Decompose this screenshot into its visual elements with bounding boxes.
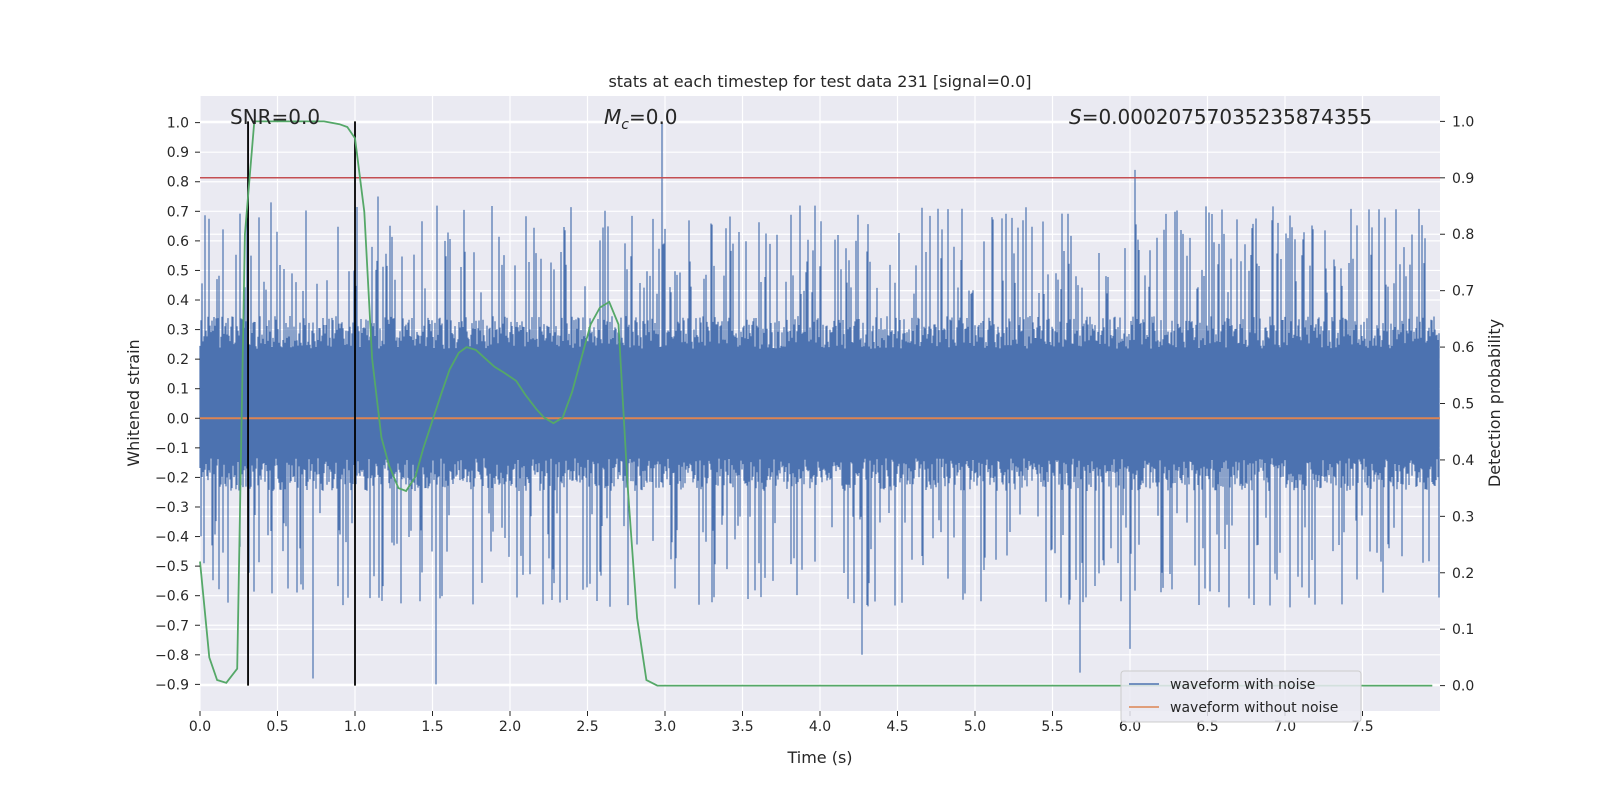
right-tick-label: 0.3 <box>1452 509 1474 525</box>
x-tick-label: 5.0 <box>964 719 986 735</box>
x-axis-ticks: 0.0 0.5 1.0 1.5 2.0 2.5 3.0 3.5 4.0 4.5 5.0 5.5 6.0 6… <box>189 711 1374 735</box>
chirp-mass-symbol: M <box>604 105 621 129</box>
right-tick-label: 0.1 <box>1452 622 1474 638</box>
right-axis-ticks: 1.0 0.9 0.8 0.7 0.6 0.5 0.4 0.3 0.2 0.1 0.0 <box>1440 114 1474 695</box>
chirp-mass-subscript: c <box>621 117 629 133</box>
x-axis-label: Time (s) <box>786 748 852 767</box>
x-tick-label: 0.0 <box>189 719 211 735</box>
left-tick-label: −0.9 <box>155 677 189 693</box>
left-tick-label: −0.5 <box>155 559 189 575</box>
detection-probability-line <box>199 120 1433 687</box>
x-tick-label: 6.5 <box>1196 719 1218 735</box>
score-value: =0.00020757035235874355 <box>1082 105 1372 129</box>
x-tick-label: 3.5 <box>731 719 753 735</box>
noise-waveform-series <box>199 122 1440 685</box>
score-symbol: S <box>1069 105 1082 129</box>
x-tick-label: 0.5 <box>266 719 288 735</box>
legend: waveform with noise waveform without noi… <box>1120 670 1362 723</box>
left-tick-label: 0.5 <box>167 263 189 279</box>
x-tick-label: 2.0 <box>499 719 521 735</box>
left-tick-label: −0.4 <box>155 530 189 546</box>
right-tick-label: 1.0 <box>1452 114 1474 130</box>
left-axis-ticks: 1.0 0.9 0.8 0.7 0.6 0.5 0.4 0.3 0.2 0.1 0.0 −0.1 −0.… <box>155 116 200 693</box>
left-tick-label: 1.0 <box>167 116 189 132</box>
right-axis-label: Detection probability <box>1485 319 1504 487</box>
score-annotation: S=0.00020757035235874355 <box>1069 105 1372 129</box>
left-tick-label: 0.0 <box>167 411 189 427</box>
x-tick-label: 6.0 <box>1119 719 1141 735</box>
right-tick-label: 0.8 <box>1452 227 1474 243</box>
right-tick-label: 0.2 <box>1452 566 1474 582</box>
x-tick-label: 5.5 <box>1041 719 1063 735</box>
chirp-mass-annotation: Mc=0.0 <box>604 105 678 133</box>
chart-title: stats at each timestep for test data 231… <box>608 72 1031 91</box>
right-tick-label: 0.5 <box>1452 397 1474 413</box>
x-tick-label: 4.5 <box>886 719 908 735</box>
x-tick-label: 7.5 <box>1351 719 1373 735</box>
left-tick-label: −0.7 <box>155 618 189 634</box>
left-tick-label: 0.1 <box>167 382 189 398</box>
legend-box <box>1120 670 1362 723</box>
chirp-mass-value: =0.0 <box>629 105 678 129</box>
x-tick-label: 1.0 <box>344 719 366 735</box>
waveform-with-noise-line <box>199 122 1440 685</box>
right-tick-label: 0.6 <box>1452 340 1474 356</box>
left-tick-label: 0.8 <box>167 175 189 191</box>
x-tick-label: 1.5 <box>421 719 443 735</box>
snr-annotation: SNR=0.0 <box>230 105 320 129</box>
left-tick-label: −0.2 <box>155 470 189 486</box>
x-tick-label: 4.0 <box>809 719 831 735</box>
left-tick-label: 0.7 <box>167 204 189 220</box>
left-axis-label: Whitened strain <box>124 339 143 466</box>
left-tick-label: −0.3 <box>155 500 189 516</box>
legend-label-noise: waveform with noise <box>1170 677 1315 693</box>
right-tick-label: 0.7 <box>1452 284 1474 300</box>
left-tick-label: 0.9 <box>167 145 189 161</box>
right-tick-label: 0.0 <box>1452 679 1474 695</box>
left-tick-label: −0.8 <box>155 648 189 664</box>
x-tick-label: 3.0 <box>654 719 676 735</box>
left-tick-label: 0.4 <box>167 293 189 309</box>
right-tick-label: 0.9 <box>1452 171 1474 187</box>
x-tick-label: 7.0 <box>1274 719 1296 735</box>
left-tick-label: 0.3 <box>167 323 189 339</box>
left-tick-label: −0.6 <box>155 589 189 605</box>
right-tick-label: 0.4 <box>1452 453 1474 469</box>
vertical-markers <box>247 121 356 686</box>
legend-label-clean: waveform without noise <box>1170 700 1338 716</box>
left-tick-label: −0.1 <box>155 441 189 457</box>
x-tick-label: 2.5 <box>576 719 598 735</box>
left-tick-label: 0.2 <box>167 352 189 368</box>
left-tick-label: 0.6 <box>167 234 189 250</box>
